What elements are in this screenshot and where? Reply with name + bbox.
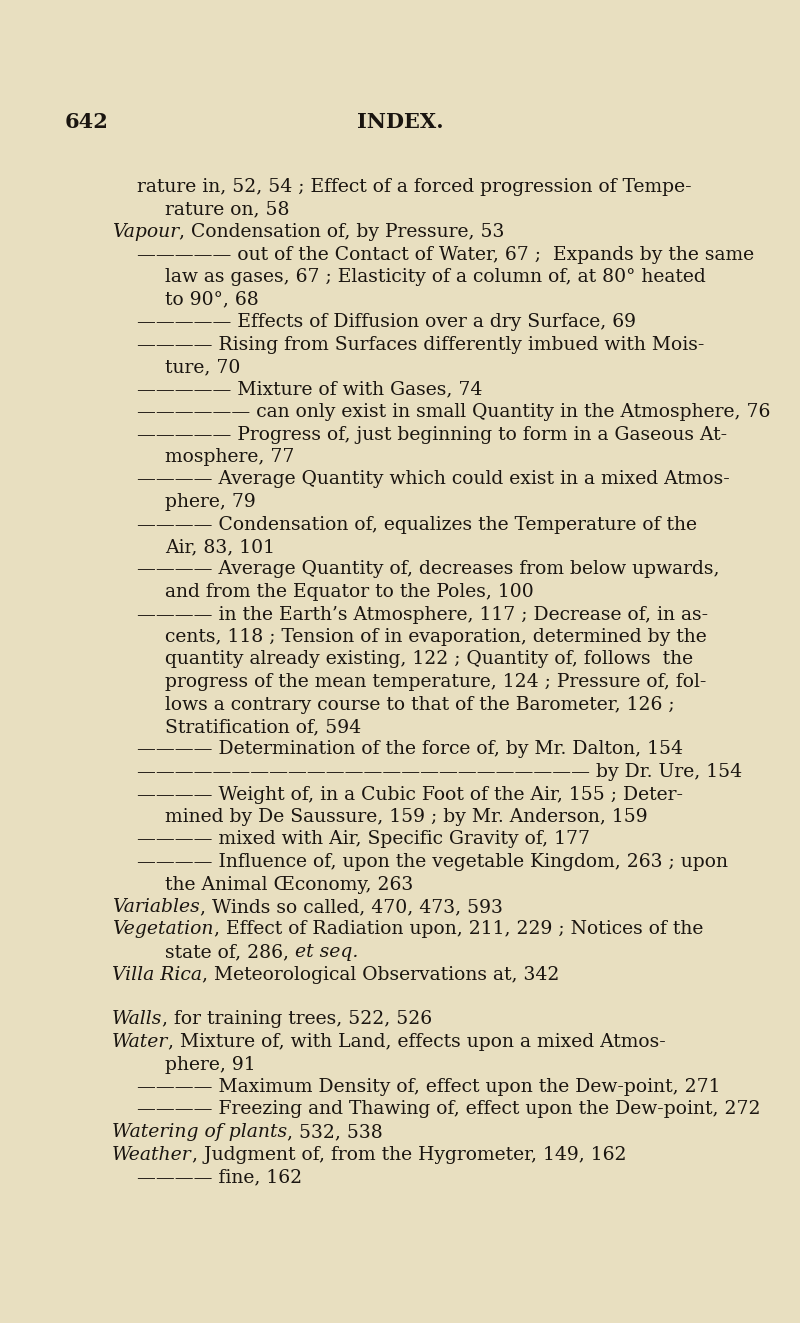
Text: and from the Equator to the Poles, 100: and from the Equator to the Poles, 100 <box>165 583 534 601</box>
Text: ———— Weight of, in a Cubic Foot of the Air, 155 ; Deter-: ———— Weight of, in a Cubic Foot of the A… <box>137 786 683 803</box>
Text: the Animal Œconomy, 263: the Animal Œconomy, 263 <box>165 876 414 893</box>
Text: Air, 83, 101: Air, 83, 101 <box>165 538 275 556</box>
Text: 642: 642 <box>65 112 109 132</box>
Text: phere, 91: phere, 91 <box>165 1056 256 1073</box>
Text: ———— Influence of, upon the vegetable Kingdom, 263 ; upon: ———— Influence of, upon the vegetable Ki… <box>137 853 728 871</box>
Text: , 532, 538: , 532, 538 <box>287 1123 383 1140</box>
Text: Variables: Variables <box>112 898 200 916</box>
Text: —————— can only exist in small Quantity in the Atmosphere, 76: —————— can only exist in small Quantity … <box>137 404 770 421</box>
Text: rature in, 52, 54 ; Effect of a forced progression of Tempe-: rature in, 52, 54 ; Effect of a forced p… <box>137 179 692 196</box>
Text: et seq.: et seq. <box>295 943 358 960</box>
Text: , Mixture of, with Land, effects upon a mixed Atmos-: , Mixture of, with Land, effects upon a … <box>168 1033 666 1050</box>
Text: Stratification of, 594: Stratification of, 594 <box>165 718 361 736</box>
Text: INDEX.: INDEX. <box>357 112 443 132</box>
Text: rature on, 58: rature on, 58 <box>165 201 290 218</box>
Text: mined by De Saussure, 159 ; by Mr. Anderson, 159: mined by De Saussure, 159 ; by Mr. Ander… <box>165 808 648 826</box>
Text: , Condensation of, by Pressure, 53: , Condensation of, by Pressure, 53 <box>179 224 505 241</box>
Text: Villa Rica: Villa Rica <box>112 966 202 983</box>
Text: , Judgment of, from the Hygrometer, 149, 162: , Judgment of, from the Hygrometer, 149,… <box>192 1146 626 1163</box>
Text: ———— fine, 162: ———— fine, 162 <box>137 1168 302 1185</box>
Text: ———— Maximum Density of, effect upon the Dew-point, 271: ———— Maximum Density of, effect upon the… <box>137 1078 721 1095</box>
Text: ———— Freezing and Thawing of, effect upon the Dew-point, 272: ———— Freezing and Thawing of, effect upo… <box>137 1101 761 1118</box>
Text: mosphere, 77: mosphere, 77 <box>165 448 294 466</box>
Text: ———— Average Quantity which could exist in a mixed Atmos-: ———— Average Quantity which could exist … <box>137 471 730 488</box>
Text: state of, 286,: state of, 286, <box>165 943 295 960</box>
Text: ———— Condensation of, equalizes the Temperature of the: ———— Condensation of, equalizes the Temp… <box>137 516 697 533</box>
Text: phere, 79: phere, 79 <box>165 493 256 511</box>
Text: ————— out of the Contact of Water, 67 ;  Expands by the same: ————— out of the Contact of Water, 67 ; … <box>137 246 754 263</box>
Text: , Meteorological Observations at, 342: , Meteorological Observations at, 342 <box>202 966 559 983</box>
Text: cents, 118 ; Tension of in evaporation, determined by the: cents, 118 ; Tension of in evaporation, … <box>165 628 706 646</box>
Text: , Effect of Radiation upon, 211, 229 ; Notices of the: , Effect of Radiation upon, 211, 229 ; N… <box>214 921 703 938</box>
Text: ———— Determination of the force of, by Mr. Dalton, 154: ———— Determination of the force of, by M… <box>137 741 683 758</box>
Text: ———— in the Earth’s Atmosphere, 117 ; Decrease of, in as-: ———— in the Earth’s Atmosphere, 117 ; De… <box>137 606 708 623</box>
Text: ————— Effects of Diffusion over a dry Surface, 69: ————— Effects of Diffusion over a dry Su… <box>137 314 636 331</box>
Text: ———— mixed with Air, Specific Gravity of, 177: ———— mixed with Air, Specific Gravity of… <box>137 831 590 848</box>
Text: ———— Rising from Surfaces differently imbued with Mois-: ———— Rising from Surfaces differently im… <box>137 336 704 353</box>
Text: progress of the mean temperature, 124 ; Pressure of, fol-: progress of the mean temperature, 124 ; … <box>165 673 706 691</box>
Text: ————— Mixture of with Gases, 74: ————— Mixture of with Gases, 74 <box>137 381 482 398</box>
Text: ———————————————————————— by Dr. Ure, 154: ———————————————————————— by Dr. Ure, 154 <box>137 763 742 781</box>
Text: Walls: Walls <box>112 1011 162 1028</box>
Text: law as gases, 67 ; Elasticity of a column of, at 80° heated: law as gases, 67 ; Elasticity of a colum… <box>165 269 706 286</box>
Text: Vegetation: Vegetation <box>112 921 214 938</box>
Text: ———— Average Quantity of, decreases from below upwards,: ———— Average Quantity of, decreases from… <box>137 561 719 578</box>
Text: Watering of plants: Watering of plants <box>112 1123 287 1140</box>
Text: ture, 70: ture, 70 <box>165 359 240 376</box>
Text: to 90°, 68: to 90°, 68 <box>165 291 258 308</box>
Text: lows a contrary course to that of the Barometer, 126 ;: lows a contrary course to that of the Ba… <box>165 696 674 713</box>
Text: , for training trees, 522, 526: , for training trees, 522, 526 <box>162 1011 433 1028</box>
Text: quantity already existing, 122 ; Quantity of, follows  the: quantity already existing, 122 ; Quantit… <box>165 651 693 668</box>
Text: Vapour: Vapour <box>112 224 179 241</box>
Text: Weather: Weather <box>112 1146 192 1163</box>
Text: Water: Water <box>112 1033 168 1050</box>
Text: , Winds so called, 470, 473, 593: , Winds so called, 470, 473, 593 <box>200 898 502 916</box>
Text: ————— Progress of, just beginning to form in a Gaseous At-: ————— Progress of, just beginning to for… <box>137 426 727 443</box>
